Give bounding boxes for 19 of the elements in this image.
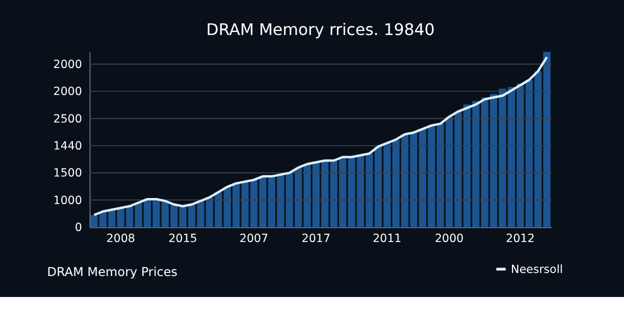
chart-title: DRAM Memory rrices. 19840 (206, 20, 435, 39)
text: 2000 (53, 85, 82, 98)
x-tick-label: 2012 (506, 232, 535, 245)
x-tick-label: 2011 (372, 232, 402, 245)
text: 1000 (53, 194, 82, 207)
text: 1440 (53, 139, 82, 152)
text: 2500 (53, 112, 82, 126)
x-tick-label: 2015 (168, 232, 198, 245)
x-tick-label: 2000 (434, 232, 464, 245)
legend-label: Neesrsoll (510, 262, 563, 276)
x-tick-label: 2017 (302, 232, 330, 245)
text: DRAM Memory Prices (47, 265, 178, 280)
text: 1500 (53, 166, 82, 180)
bar (543, 52, 551, 228)
x-tick-label: 2008 (106, 232, 136, 245)
text: 2000 (53, 58, 82, 71)
x-tick-label: 2007 (240, 232, 268, 245)
text: 0 (74, 220, 82, 234)
bar (90, 214, 98, 228)
